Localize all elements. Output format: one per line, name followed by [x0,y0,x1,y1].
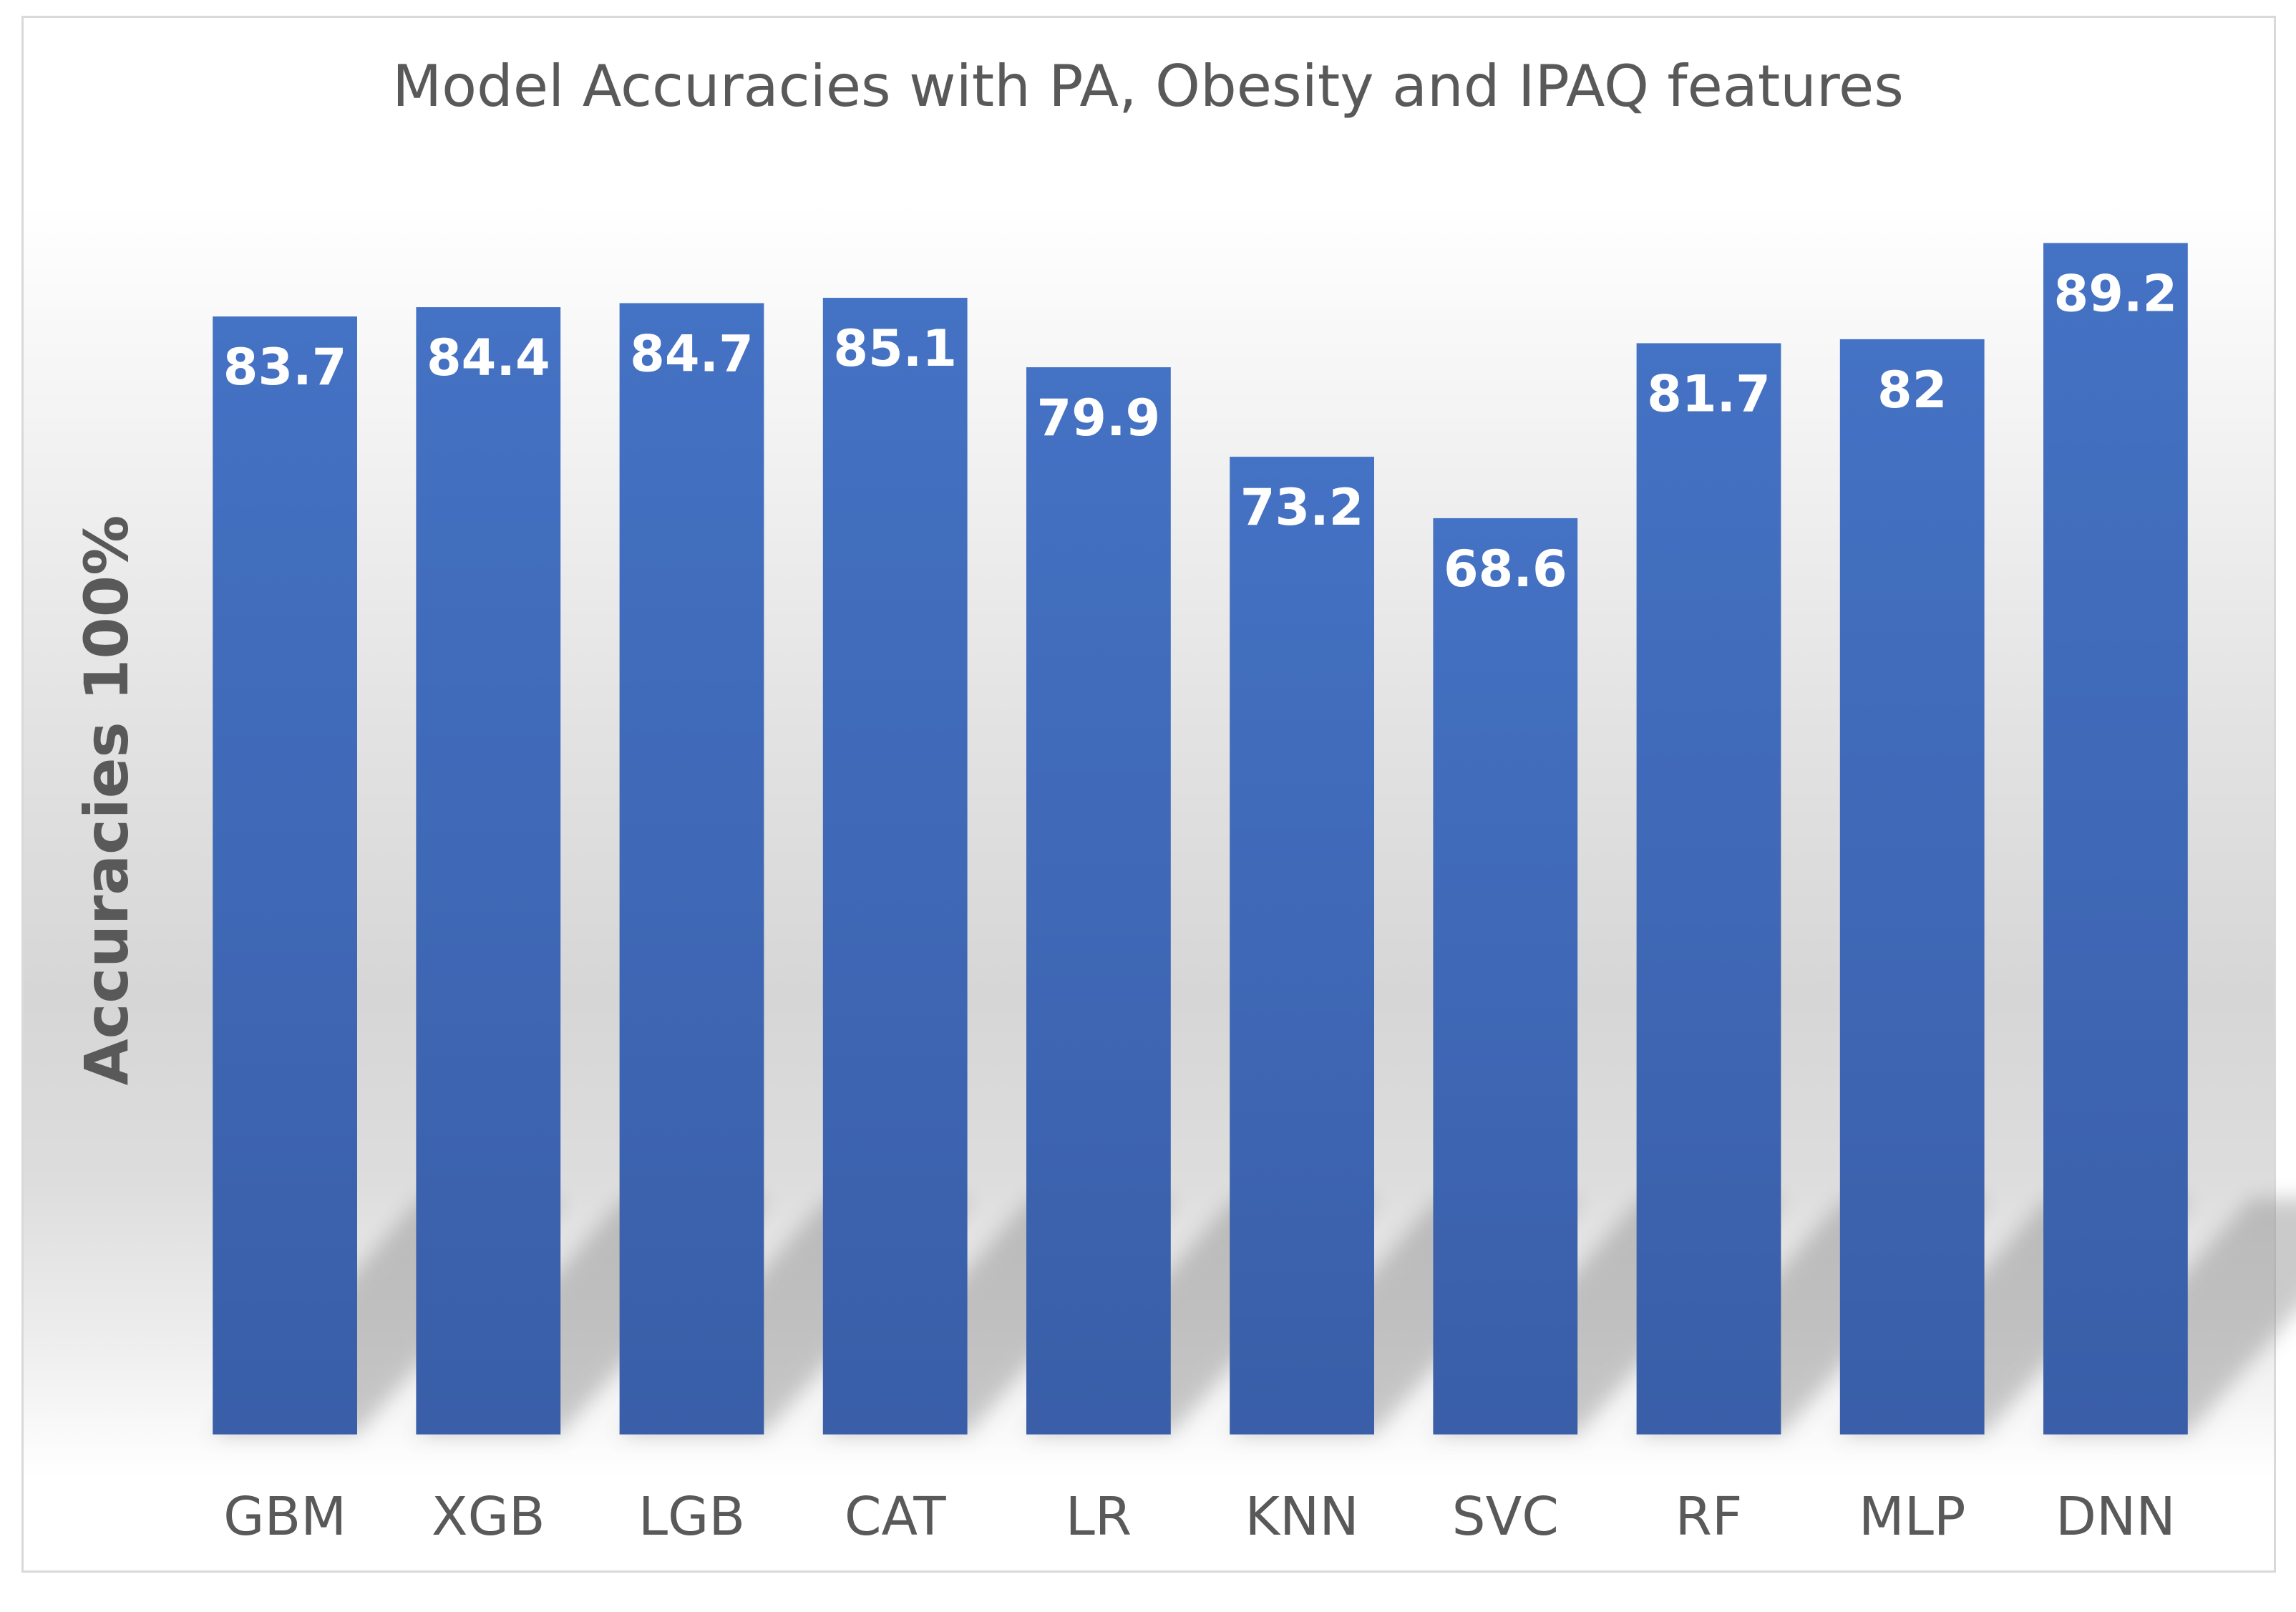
data-label-xgb: 84.4 [427,329,550,387]
bar-lgb [619,303,764,1434]
x-tick-label-dnn: DNN [2056,1486,2176,1548]
bar-svc [1433,518,1578,1434]
bar-lr [1026,367,1171,1435]
data-label-svc: 68.6 [1444,540,1567,598]
data-label-mlp: 82 [1877,361,1947,419]
x-axis-tick-labels: GBM XGB LGB CAT LR KNN SVC RF MLP DNN [223,1486,2176,1548]
bar-mlp [1839,339,1985,1434]
chart-title: Model Accuracies with PA, Obesity and IP… [392,53,1904,120]
x-tick-label-svc: SVC [1452,1486,1559,1548]
y-axis-label: Accuracies 100% [72,515,142,1086]
x-tick-label-xgb: XGB [432,1486,545,1548]
bar-xgb [416,307,561,1435]
bars [213,243,2188,1435]
x-tick-label-knn: KNN [1245,1486,1358,1548]
x-tick-label-lgb: LGB [638,1486,745,1548]
data-label-lr: 79.9 [1037,389,1161,447]
bar-cat [822,298,968,1435]
data-label-knn: 73.2 [1240,478,1364,537]
data-label-cat: 85.1 [833,319,957,378]
data-label-rf: 81.7 [1647,364,1771,423]
data-label-lgb: 84.7 [630,324,754,383]
data-label-gbm: 83.7 [223,338,347,397]
x-tick-label-mlp: MLP [1859,1486,1966,1548]
x-tick-label-gbm: GBM [223,1486,346,1548]
x-tick-label-rf: RF [1675,1486,1743,1548]
x-tick-label-cat: CAT [845,1486,947,1548]
bar-gbm [213,316,357,1435]
x-tick-label-lr: LR [1066,1486,1132,1548]
data-label-dnn: 89.2 [2054,265,2178,324]
bar-dnn [2043,243,2188,1434]
bar-knn [1230,457,1374,1434]
data-labels: 83.7 84.4 84.7 85.1 79.9 73.2 68.6 81.7 82 89.2 [223,265,2178,598]
bar-rf [1636,343,1781,1434]
